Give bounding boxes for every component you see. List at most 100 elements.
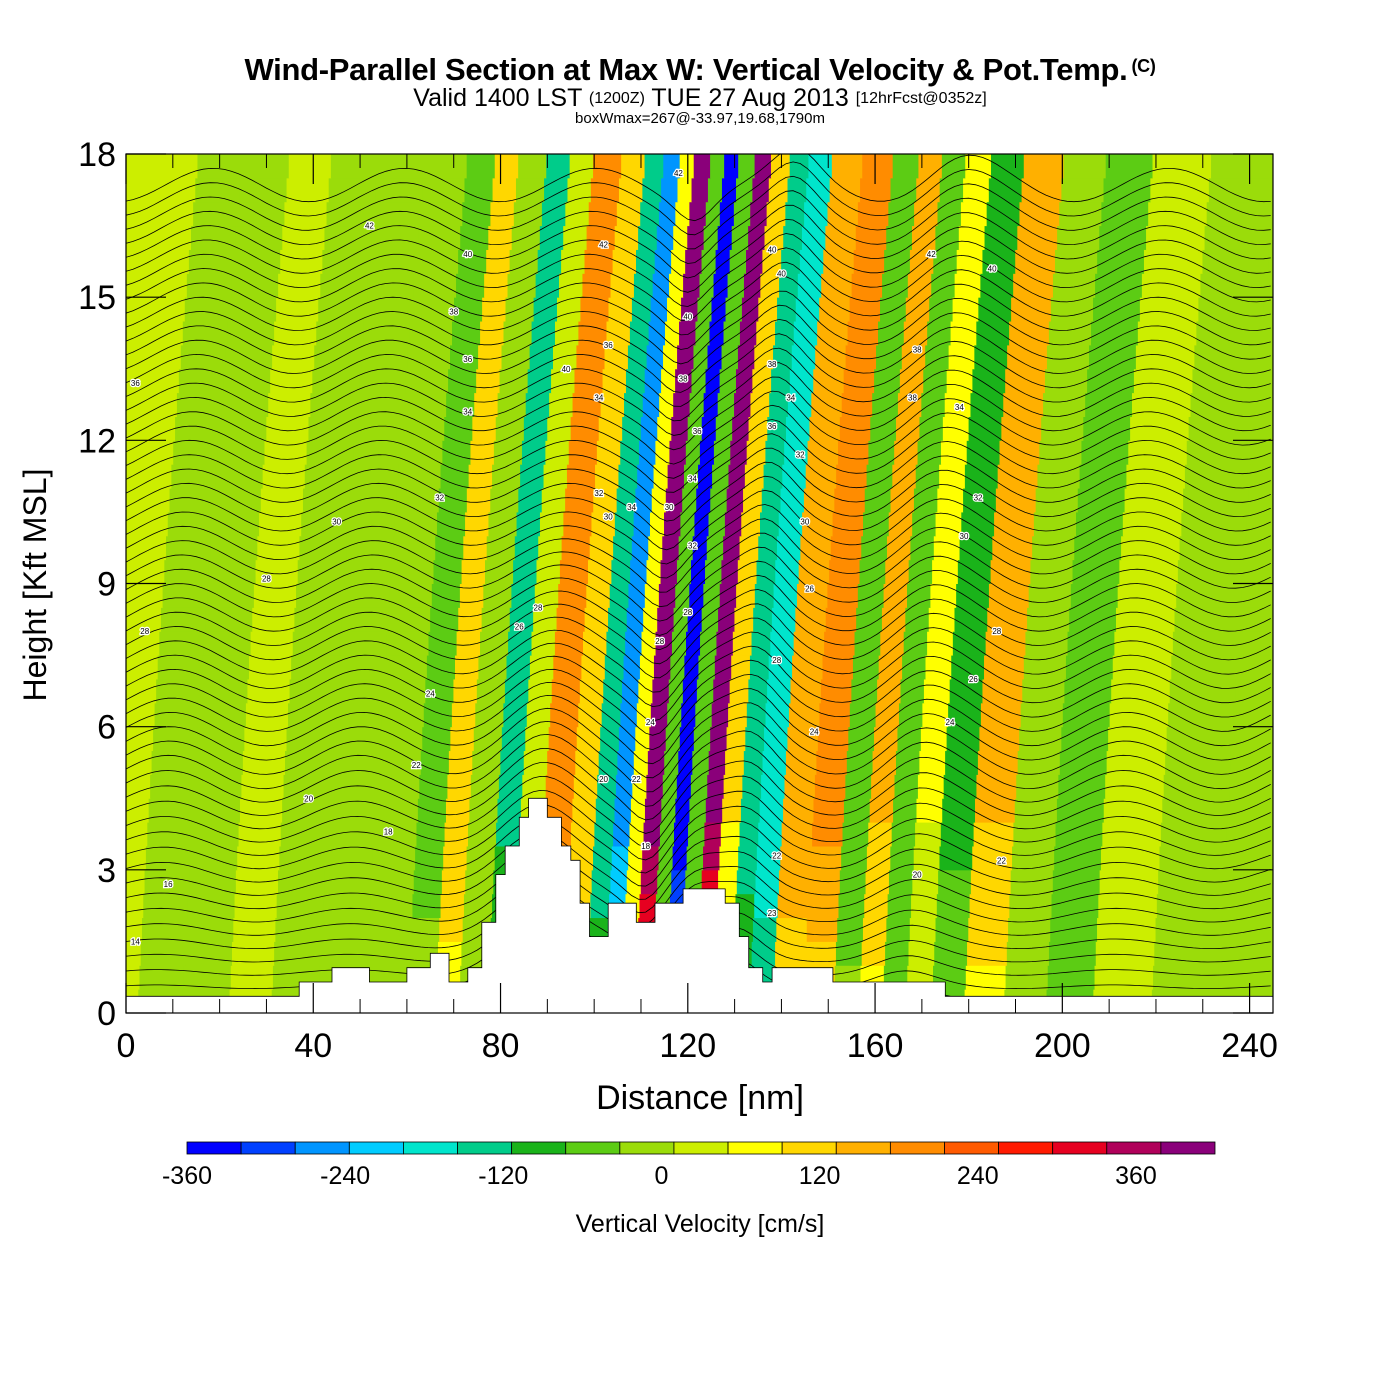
velocity-cell [935,917,969,942]
velocity-cell [810,845,842,871]
velocity-cell [1137,320,1197,346]
velocity-cell [1148,201,1208,227]
velocity-cell [320,940,369,966]
isentrope-line [126,831,1271,900]
velocity-cell [468,463,493,489]
isentrope-line [126,673,1271,751]
velocity-cell [474,392,499,417]
velocity-cell [782,463,807,489]
velocity-cell [371,869,415,895]
velocity-cell [639,439,656,465]
velocity-cell [297,559,346,584]
contour-label: 36 [131,379,140,388]
velocity-cell [837,439,870,465]
velocity-cell [415,248,459,274]
isentrope-line [126,376,1271,451]
velocity-cell [741,511,761,537]
velocity-cell [630,559,648,584]
contour-label: 34 [627,503,636,512]
velocity-cell [719,368,737,394]
velocity-cell [868,439,895,465]
velocity-cell [762,248,782,274]
velocity-cell [501,344,531,370]
velocity-cell [567,177,592,203]
velocity-cell [711,702,729,728]
velocity-cell [778,869,810,895]
velocity-cell [549,392,574,417]
velocity-cell [657,606,675,632]
velocity-cell [529,654,554,680]
velocity-cell [1019,726,1062,752]
contour-label: 34 [688,475,697,484]
velocity-cell [156,678,202,704]
velocity-cell [231,272,279,298]
velocity-cell [353,439,401,465]
contour-label: 42 [599,241,608,250]
colorbar-swatch [511,1141,567,1155]
velocity-cell [288,154,332,179]
velocity-cell [568,439,598,465]
velocity-cell [636,248,656,274]
velocity-cell [848,726,875,752]
velocity-cell [631,296,652,322]
velocity-cell [157,654,203,680]
velocity-cell [841,392,873,417]
velocity-cell [1128,439,1188,465]
velocity-cell [849,296,881,322]
velocity-cell [675,201,690,227]
isentrope-line [126,730,1271,807]
velocity-cell [320,272,368,298]
velocity-cell [359,368,407,394]
velocity-cell [349,487,398,513]
velocity-cell [1061,177,1105,203]
velocity-cell [847,320,879,346]
velocity-cell [553,654,583,680]
velocity-cell [738,154,756,179]
velocity-cell [701,248,717,274]
velocity-cell [324,225,372,250]
velocity-cell [728,463,746,489]
velocity-cell [292,630,341,656]
velocity-cell [748,415,768,441]
velocity-cell [1133,368,1194,394]
velocity-cell [1020,702,1064,728]
isentrope-line [126,817,1271,887]
velocity-cell [593,154,622,179]
velocity-cell [640,201,660,227]
velocity-cell [541,487,566,513]
velocity-cell [808,893,840,919]
velocity-cell [565,201,590,227]
velocity-cell [225,344,273,370]
velocity-cell [911,225,936,250]
velocity-cell [908,940,935,966]
velocity-cell [648,535,663,561]
velocity-cell [746,702,767,728]
velocity-cell [239,797,283,823]
isentrope-line [126,347,1271,422]
velocity-cell [541,201,566,227]
velocity-cell [753,606,773,632]
contour-label: 22 [632,775,641,784]
y-tick-label: 6 [97,709,116,747]
y-tick-label: 18 [78,136,116,174]
velocity-cell [478,344,503,370]
velocity-cell [999,439,1040,465]
velocity-cell [551,368,576,394]
contour-label: 38 [768,360,777,369]
velocity-cell [126,559,165,584]
colorbar-swatch [781,1141,837,1155]
velocity-cell [842,821,869,847]
velocity-cell [919,750,946,775]
velocity-cell [388,606,431,632]
velocity-cell [736,177,753,203]
velocity-cell [613,535,633,561]
velocity-cell [299,535,347,561]
velocity-cell [703,583,721,608]
velocity-cell [754,154,772,179]
velocity-cell [894,773,919,799]
velocity-cell [1245,535,1273,561]
velocity-cell [608,296,633,322]
velocity-cell [442,439,472,465]
velocity-cell [1099,225,1147,250]
velocity-cell [1027,606,1070,632]
